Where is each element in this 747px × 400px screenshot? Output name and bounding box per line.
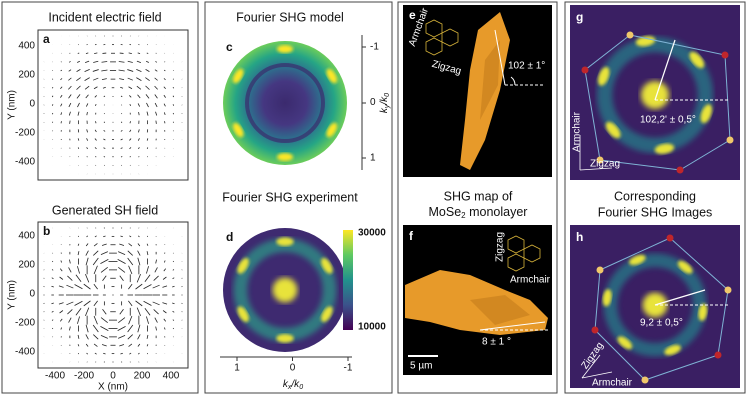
sub: 0: [384, 93, 391, 97]
axis-label: Zigzag: [590, 159, 620, 170]
panel-title: Fourier SHG model: [236, 10, 344, 24]
tick-label: -400: [15, 157, 35, 168]
field-arrow: [147, 147, 148, 148]
formula: MoSe: [429, 205, 462, 219]
vertex-dot: [725, 287, 732, 294]
colorbar: [343, 230, 353, 330]
field-arrow: [130, 156, 131, 157]
tick-label: 0: [290, 363, 296, 374]
ky-axis-label: ky/k0: [379, 93, 391, 113]
bright-spot: [277, 153, 293, 161]
right-title: Corresponding: [614, 189, 696, 203]
bright-spot: [277, 45, 293, 53]
vertex-dot: [642, 377, 649, 384]
scale-label: 5 µm: [410, 361, 432, 372]
tick-label: 1: [234, 363, 240, 374]
center-blob: [641, 81, 669, 109]
vertex-dot: [667, 235, 674, 242]
panel-label: b: [43, 224, 50, 238]
tick-label: -1: [370, 42, 379, 53]
tick-label: 0: [29, 289, 35, 300]
tick-label: -400: [15, 347, 35, 358]
axis-label: Armchair: [572, 111, 583, 152]
vertex-dot: [677, 167, 684, 174]
middle-title: SHG map of: [444, 189, 513, 203]
vertex-dot: [715, 352, 722, 359]
panel-label: a: [43, 32, 50, 46]
angle-label: 8 ± 1 °: [482, 337, 511, 348]
y-axis-label: Y (nm): [7, 90, 18, 120]
tick-label: 30000: [358, 228, 386, 239]
inset-label: Armchair: [510, 275, 551, 286]
tick-label: 10000: [358, 322, 386, 333]
spot: [276, 334, 293, 343]
panel-label: h: [576, 230, 583, 244]
tick-label: 200: [18, 70, 35, 81]
field-arrow: [52, 79, 53, 80]
panel-label: d: [226, 230, 233, 244]
vertex-dot: [582, 67, 589, 74]
tick-label: 0: [110, 371, 116, 382]
panel-label: g: [576, 10, 583, 24]
y-axis-label: Y (nm): [7, 280, 18, 310]
tick-label: -200: [15, 318, 35, 329]
vertex-dot: [722, 52, 729, 59]
vertex-dot: [592, 327, 599, 334]
field-arrow: [95, 156, 96, 157]
tick-label: 200: [18, 260, 35, 271]
field-arrow: [173, 79, 174, 80]
middle-title: MoSe2 monolayer: [429, 205, 528, 220]
tick-label: 400: [18, 41, 35, 52]
kx-axis-label: kx/k0: [283, 379, 303, 391]
axis-label: Armchair: [592, 378, 633, 389]
field-arrow: [147, 53, 148, 54]
sub: 0: [299, 384, 303, 391]
field-arrow: [130, 121, 131, 123]
vertex-dot: [597, 267, 604, 274]
angle-label: 9,2 ± 0,5°: [640, 318, 683, 329]
panel-title: Generated SH field: [52, 203, 158, 217]
tick-label: -1: [344, 363, 353, 374]
field-arrow: [87, 156, 88, 157]
angle-label: 102 ± 1°: [508, 61, 545, 72]
field-arrow: [78, 53, 79, 54]
panel-label: c: [226, 40, 233, 54]
tick-label: -200: [74, 371, 94, 382]
vertex-dot: [627, 32, 634, 39]
right-title: Fourier SHG Images: [598, 205, 713, 219]
angle-label: 102,2' ± 0,5°: [640, 115, 696, 126]
vertex-dot: [727, 137, 734, 144]
tick-label: 1: [370, 153, 376, 164]
tick-label: -200: [15, 128, 35, 139]
field-arrow: [95, 121, 96, 123]
tick-label: -400: [45, 371, 65, 382]
tick-label: 200: [134, 371, 151, 382]
text: monolayer: [466, 205, 528, 219]
panel-title: Incident electric field: [48, 10, 161, 24]
panel-title: Fourier SHG experiment: [222, 190, 358, 204]
x-axis-label: X (nm): [98, 382, 128, 393]
inset-label: Zigzag: [495, 232, 506, 262]
field-arrow: [78, 147, 79, 148]
center-blob: [273, 278, 298, 303]
tick-label: 0: [29, 99, 35, 110]
spot: [276, 237, 293, 246]
tick-label: 400: [18, 231, 35, 242]
tick-label: 0: [370, 97, 376, 108]
field-arrow: [139, 156, 140, 157]
fourier-model: [223, 41, 347, 165]
tick-label: 400: [163, 371, 180, 382]
